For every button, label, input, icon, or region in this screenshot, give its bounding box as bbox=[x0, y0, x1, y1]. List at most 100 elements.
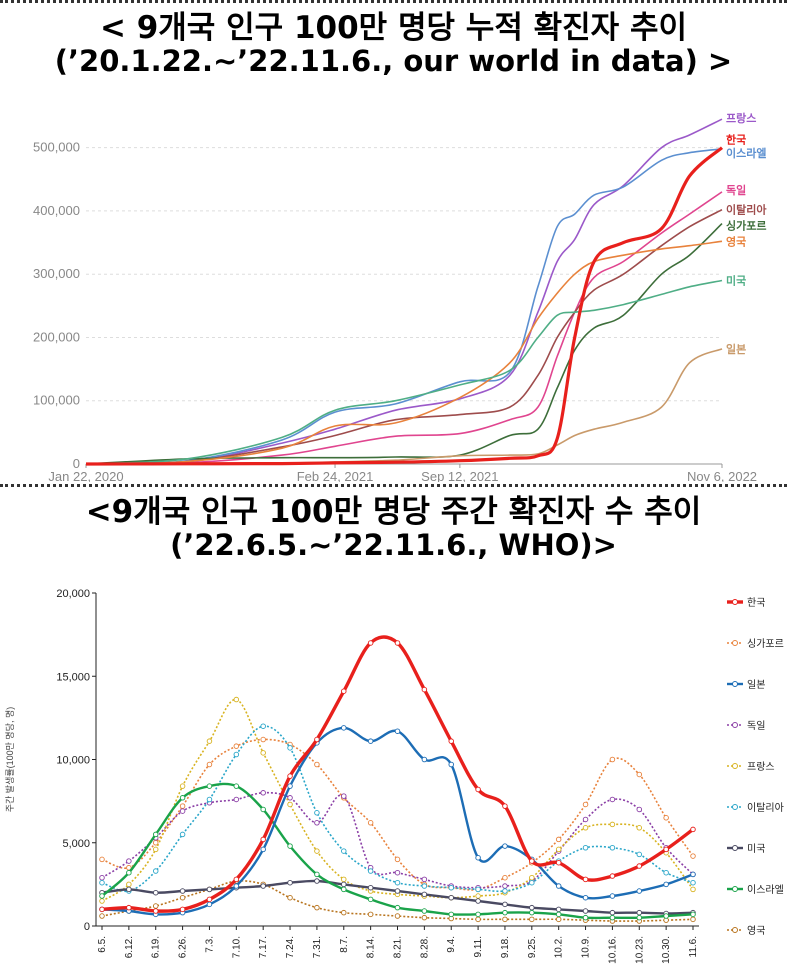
data-point bbox=[502, 803, 508, 809]
data-point bbox=[179, 803, 186, 809]
x-tick-label: 6.26. bbox=[178, 936, 189, 958]
data-point bbox=[529, 858, 535, 864]
x-tick-label: 10.16. bbox=[607, 936, 618, 964]
data-point bbox=[636, 914, 643, 921]
series-end-label: 한국 bbox=[726, 133, 746, 147]
data-point bbox=[341, 793, 347, 799]
x-tick-label: 10.2. bbox=[554, 936, 565, 958]
data-point bbox=[314, 848, 320, 854]
series-line-독일 bbox=[85, 191, 723, 465]
data-point bbox=[690, 871, 696, 878]
series-end-label: 프랑스 bbox=[726, 112, 756, 125]
data-point bbox=[663, 869, 669, 876]
data-point bbox=[421, 908, 428, 914]
legend-label: 영국 bbox=[747, 925, 765, 937]
data-point bbox=[179, 894, 186, 901]
series-end-label: 일본 bbox=[726, 342, 746, 356]
data-point bbox=[260, 846, 266, 853]
data-point bbox=[287, 745, 293, 751]
data-point bbox=[233, 751, 240, 758]
data-point bbox=[314, 871, 320, 878]
data-point bbox=[448, 911, 454, 918]
data-point bbox=[502, 909, 508, 916]
y-tick-label: 20,000 bbox=[56, 588, 90, 600]
data-point bbox=[179, 783, 186, 789]
data-point bbox=[314, 736, 320, 743]
data-point bbox=[126, 904, 132, 911]
data-point bbox=[582, 876, 589, 883]
data-point bbox=[502, 916, 508, 923]
data-point bbox=[260, 736, 266, 743]
data-point bbox=[690, 853, 696, 859]
series-line-싱가포르 bbox=[101, 738, 694, 891]
data-point bbox=[179, 831, 186, 838]
legend-label: 한국 bbox=[747, 597, 765, 609]
data-point bbox=[636, 825, 643, 831]
data-point bbox=[448, 894, 454, 901]
data-point bbox=[502, 888, 508, 894]
data-point bbox=[690, 916, 696, 923]
data-point bbox=[206, 783, 213, 789]
data-point bbox=[609, 873, 616, 879]
data-point bbox=[690, 911, 696, 918]
data-point bbox=[287, 783, 293, 789]
cumulative-cases-chart: 0 100,000 200,000 300,000 400,000 500,000 Jan … bbox=[33, 112, 767, 482]
legend-label: 독일 bbox=[747, 720, 765, 732]
data-point bbox=[690, 879, 696, 886]
data-point bbox=[663, 846, 669, 853]
data-point bbox=[475, 854, 481, 861]
data-point bbox=[690, 826, 696, 833]
weekly-cases-chart: 0 5,000 10,000 15,000 20,000 주간 발생률(100만 명당, … bbox=[5, 588, 784, 964]
data-point bbox=[555, 859, 562, 866]
legend-label: 이스라엘 bbox=[747, 883, 784, 896]
data-point bbox=[367, 820, 374, 826]
data-point bbox=[367, 868, 374, 874]
data-point bbox=[394, 904, 401, 911]
legend-label: 프랑스 bbox=[747, 761, 775, 773]
x-tick-label: Jan 22, 2020 bbox=[48, 469, 123, 482]
legend-marker bbox=[732, 681, 738, 687]
data-point bbox=[529, 879, 535, 886]
series-end-label: 미국 bbox=[726, 274, 746, 288]
data-point bbox=[260, 750, 266, 756]
data-point bbox=[233, 876, 240, 883]
legend-label: 싱가포르 bbox=[747, 638, 784, 650]
bottom-chart-title: <9개국 인구 100만 명당 주간 확진자 수 추이 bbox=[85, 494, 702, 530]
data-point bbox=[394, 879, 401, 886]
data-point bbox=[475, 893, 481, 899]
x-tick-label: Feb 24, 2021 bbox=[297, 469, 374, 482]
data-point bbox=[609, 756, 616, 763]
series-line-프랑스 bbox=[85, 118, 723, 466]
x-tick-label: 8.14. bbox=[366, 936, 377, 958]
data-point bbox=[287, 879, 293, 886]
data-point bbox=[421, 914, 428, 921]
data-point bbox=[555, 836, 562, 843]
data-point bbox=[636, 806, 643, 813]
data-point bbox=[341, 881, 347, 888]
data-point bbox=[582, 894, 589, 901]
x-tick-label: 9.11. bbox=[473, 936, 484, 958]
x-tick-label: 6.19. bbox=[151, 936, 162, 958]
y-axis-label: 주간 발생률(100만 명당, 명) bbox=[5, 707, 15, 813]
data-point bbox=[287, 843, 293, 849]
y-tick-label: 0 bbox=[73, 456, 80, 471]
data-point bbox=[394, 913, 401, 919]
data-point bbox=[394, 856, 401, 863]
y-tick-label: 10,000 bbox=[56, 755, 90, 767]
x-tick-label: 7.10. bbox=[231, 936, 242, 958]
data-point bbox=[152, 889, 159, 896]
x-tick-label: 9.18. bbox=[500, 936, 511, 958]
y-tick-label: 0 bbox=[84, 921, 90, 933]
series-end-label: 이탈리아 bbox=[726, 203, 767, 217]
data-point bbox=[636, 888, 643, 894]
x-tick-label: 8.28. bbox=[419, 936, 430, 958]
data-point bbox=[609, 909, 616, 916]
legend-marker bbox=[732, 927, 738, 933]
x-tick-label: Nov 6, 2022 bbox=[687, 469, 757, 482]
series-line-이스라엘 bbox=[85, 148, 723, 465]
data-point bbox=[448, 884, 454, 891]
data-point bbox=[582, 801, 589, 808]
data-point bbox=[260, 723, 266, 729]
data-point bbox=[663, 815, 669, 821]
data-point bbox=[99, 893, 105, 899]
